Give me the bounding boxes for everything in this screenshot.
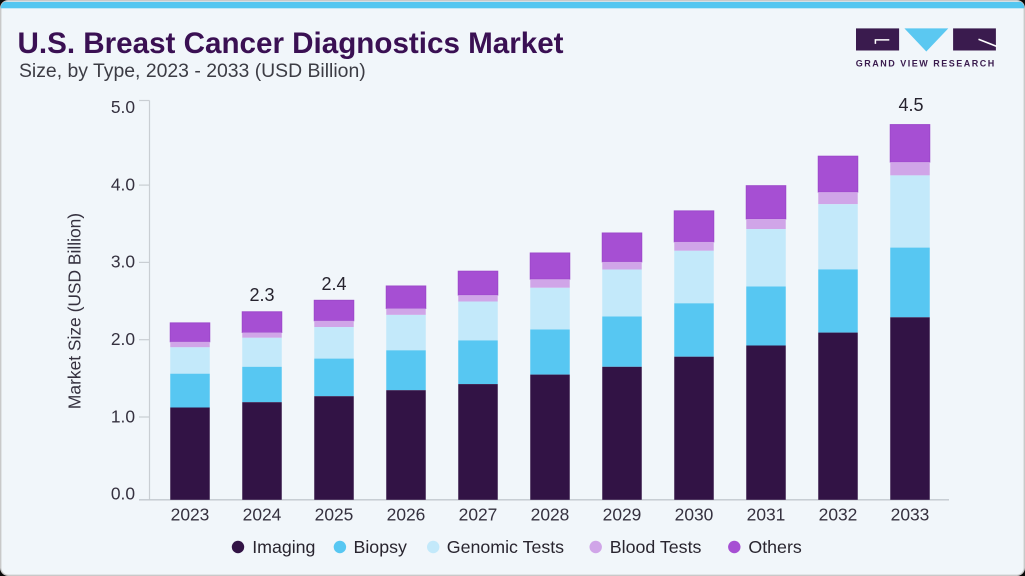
svg-text:0.0: 0.0 [111,484,135,504]
svg-text:2028: 2028 [531,505,570,525]
svg-text:2030: 2030 [675,505,714,525]
svg-text:2033: 2033 [891,505,930,525]
svg-text:2.0: 2.0 [111,329,135,349]
svg-text:2029: 2029 [603,505,642,525]
svg-text:Biopsy: Biopsy [354,537,407,557]
svg-text:3.0: 3.0 [111,252,135,272]
svg-text:2.3: 2.3 [249,285,274,305]
svg-text:4.5: 4.5 [898,95,923,115]
svg-text:U.S. Breast Cancer Diagnostics: U.S. Breast Cancer Diagnostics Market [18,27,564,60]
svg-text:GRAND VIEW RESEARCH: GRAND VIEW RESEARCH [856,59,996,69]
svg-text:2023: 2023 [171,505,210,525]
svg-text:Blood Tests: Blood Tests [610,537,702,557]
svg-text:2024: 2024 [243,505,282,525]
svg-text:2032: 2032 [819,505,858,525]
svg-text:2026: 2026 [387,505,426,525]
svg-text:2.4: 2.4 [321,274,346,294]
svg-text:4.0: 4.0 [111,174,135,194]
svg-text:2027: 2027 [459,505,498,525]
svg-text:1.0: 1.0 [111,406,135,426]
svg-text:Others: Others [748,537,801,557]
svg-text:5.0: 5.0 [111,97,135,117]
svg-text:2031: 2031 [747,505,786,525]
svg-text:Genomic Tests: Genomic Tests [447,537,564,557]
svg-text:2025: 2025 [315,505,354,525]
svg-text:Imaging: Imaging [252,537,315,557]
svg-text:Market Size (USD Billion): Market Size (USD Billion) [65,213,85,409]
svg-text:Size, by Type, 2023 - 2033 (US: Size, by Type, 2023 - 2033 (USD Billion) [19,60,366,82]
